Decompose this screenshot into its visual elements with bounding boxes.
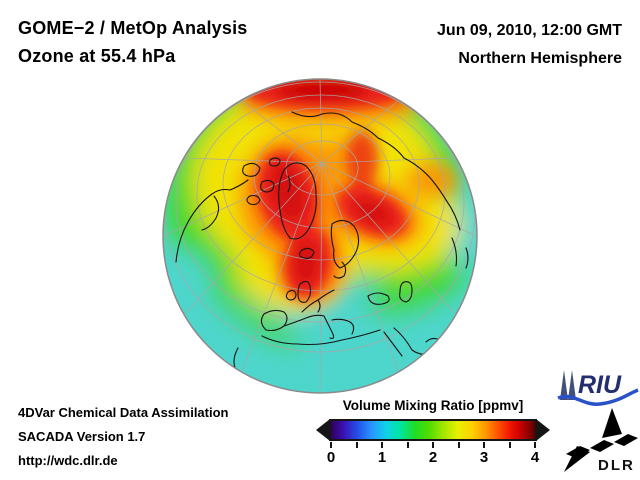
colorbar-left-arrow-icon	[316, 419, 330, 441]
colorbar-labels: 0 1 2 3 4	[327, 449, 539, 467]
credit-line-assimilation: 4DVar Chemical Data Assimilation	[18, 405, 229, 420]
plot-title-block: GOME−2 / MetOp Analysis Ozone at 55.4 hP…	[18, 14, 248, 70]
colorbar-tick-label: 4	[530, 449, 540, 466]
colorbar-ticks	[330, 441, 536, 449]
colorbar-tick-label: 2	[428, 449, 438, 466]
colorbar-tick-label: 1	[377, 449, 387, 466]
colorbar-tick	[457, 442, 460, 448]
credit-line-url: http://wdc.dlr.de	[18, 453, 118, 468]
credit-line-version: SACADA Version 1.7	[18, 429, 146, 444]
plot-datetime-block: Jun 09, 2010, 12:00 GMT Northern Hemisph…	[437, 17, 622, 73]
riu-cathedral-icon	[568, 370, 576, 400]
colorbar-tick-label: 0	[326, 449, 336, 466]
colorbar-tick	[432, 442, 434, 448]
plot-subtitle: Ozone at 55.4 hPa	[18, 46, 176, 66]
colorbar-tick	[381, 442, 383, 448]
colorbar-tick	[483, 442, 485, 448]
graticule	[163, 79, 477, 393]
riu-label: RIU	[578, 371, 622, 399]
plot-datetime: Jun 09, 2010, 12:00 GMT	[437, 22, 622, 39]
colorbar-title: Volume Mixing Ratio [ppmv]	[342, 398, 524, 413]
credits-block: 4DVar Chemical Data Assimilation SACADA …	[18, 401, 229, 473]
colorbar: Volume Mixing Ratio [ppmv] 0 1 2 3 4	[316, 398, 550, 467]
globe-rim	[162, 78, 478, 394]
colorbar-tick	[534, 442, 536, 448]
dlr-logo: DLR	[564, 408, 638, 474]
colorbar-gradient	[331, 421, 535, 439]
colorbar-tick	[406, 442, 409, 448]
riu-wave-icon	[557, 388, 639, 406]
colorbar-tick	[355, 442, 358, 448]
colorbar-tick	[330, 442, 332, 448]
coastlines	[175, 111, 469, 393]
colorbar-bar	[316, 419, 550, 441]
colorbar-tick	[508, 442, 511, 448]
riu-cathedral-icon	[560, 370, 568, 400]
dlr-label: DLR	[598, 457, 635, 474]
dlr-emblem-icon	[564, 408, 638, 472]
colorbar-right-arrow-icon	[536, 419, 550, 441]
plot-region: Northern Hemisphere	[458, 50, 622, 67]
riu-logo: RIU	[557, 370, 639, 406]
colorbar-tick-label: 3	[479, 449, 489, 466]
plot-title: GOME−2 / MetOp Analysis	[18, 18, 248, 38]
